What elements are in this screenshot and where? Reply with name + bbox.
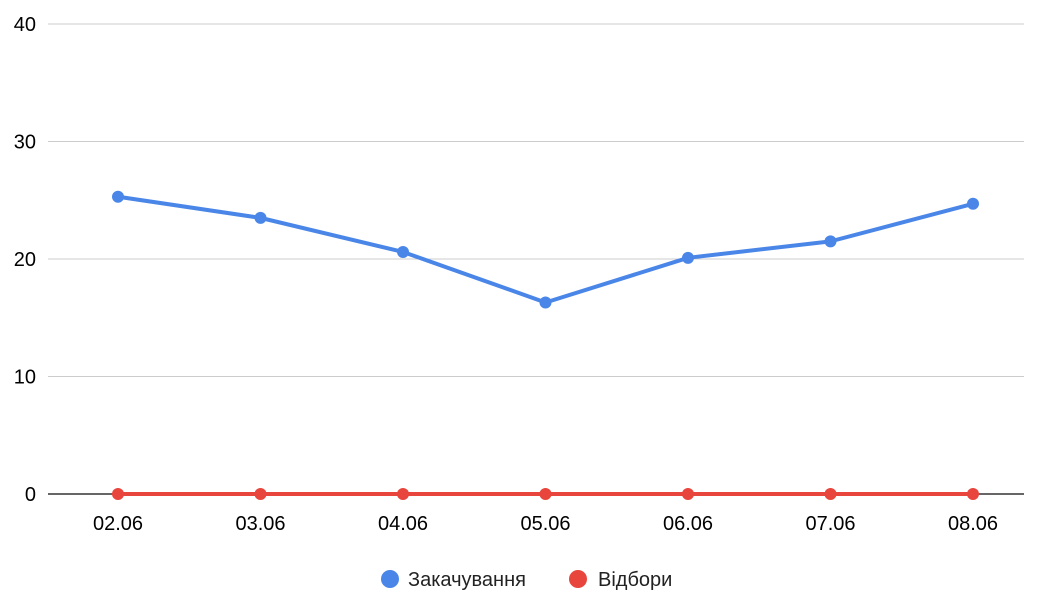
data-point — [682, 488, 694, 500]
y-tick-label: 0 — [25, 484, 36, 506]
grid-lines — [48, 23, 1024, 377]
x-tick-label: 08.06 — [948, 513, 998, 535]
y-tick-label: 20 — [14, 249, 36, 271]
x-tick-label: 07.06 — [805, 513, 855, 535]
data-point — [112, 190, 124, 203]
data-point — [824, 488, 837, 500]
legend-label: Відбори — [598, 569, 672, 590]
x-tick-label: 03.06 — [235, 513, 285, 535]
legend-label: Закачування — [408, 569, 526, 590]
y-tick-label: 40 — [14, 14, 36, 36]
data-point — [967, 197, 979, 210]
data-point — [682, 251, 694, 264]
y-tick-label: 10 — [14, 367, 36, 389]
series-group — [112, 190, 979, 500]
data-point — [397, 245, 409, 258]
series-line — [116, 194, 975, 305]
x-tick-label: 05.06 — [520, 513, 570, 535]
legend-marker — [381, 570, 399, 588]
data-point — [112, 488, 124, 500]
legend: Закачування Відбори — [381, 569, 672, 590]
legend-marker — [569, 570, 587, 588]
data-point — [254, 488, 267, 500]
x-tick-label: 06.06 — [663, 513, 713, 535]
data-point — [397, 488, 409, 500]
x-tick-label: 04.06 — [378, 513, 428, 535]
x-axis-ticks: 02.06 03.06 04.06 05.06 06.06 07.06 08.06 — [93, 513, 998, 535]
data-point — [539, 488, 552, 500]
data-point — [539, 296, 552, 309]
x-tick-label: 02.06 — [93, 513, 143, 535]
data-point — [967, 488, 979, 500]
data-point — [254, 211, 267, 224]
data-point — [824, 235, 837, 248]
y-tick-label: 30 — [14, 132, 36, 154]
y-axis-ticks: 0 10 20 30 40 — [14, 14, 36, 506]
